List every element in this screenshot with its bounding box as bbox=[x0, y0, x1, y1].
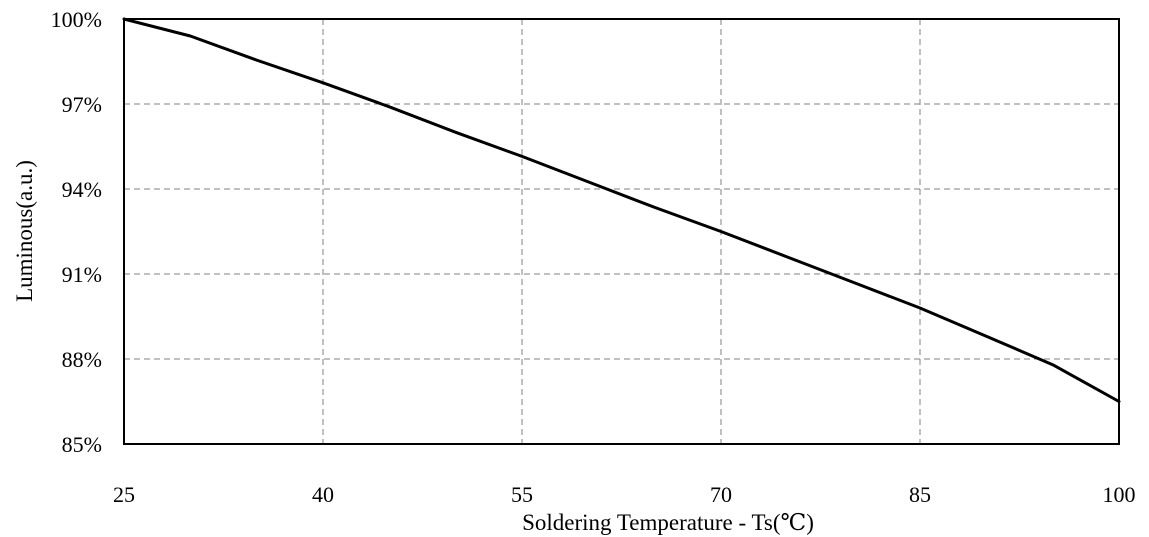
y-tick-label: 91% bbox=[62, 262, 102, 287]
y-tick-label: 100% bbox=[51, 7, 102, 32]
x-axis: 25 40 55 70 85 100 bbox=[113, 482, 1136, 507]
y-tick-label: 97% bbox=[62, 92, 102, 117]
series-line bbox=[122, 17, 1121, 403]
grid bbox=[124, 19, 1119, 444]
y-axis: 85% 88% 91% 94% 97% 100% bbox=[51, 7, 102, 457]
x-tick-label: 100 bbox=[1103, 482, 1136, 507]
x-tick-label: 40 bbox=[312, 482, 334, 507]
y-tick-label: 88% bbox=[62, 347, 102, 372]
y-tick-label: 85% bbox=[62, 432, 102, 457]
y-axis-label: Luminous(a.u.) bbox=[12, 160, 37, 302]
x-tick-label: 70 bbox=[710, 482, 732, 507]
y-tick-label: 94% bbox=[62, 177, 102, 202]
x-tick-label: 25 bbox=[113, 482, 135, 507]
x-tick-label: 85 bbox=[909, 482, 931, 507]
x-tick-label: 55 bbox=[511, 482, 533, 507]
plot-frame bbox=[123, 18, 1120, 445]
x-axis-label: Soldering Temperature - Ts(℃) bbox=[522, 510, 814, 535]
